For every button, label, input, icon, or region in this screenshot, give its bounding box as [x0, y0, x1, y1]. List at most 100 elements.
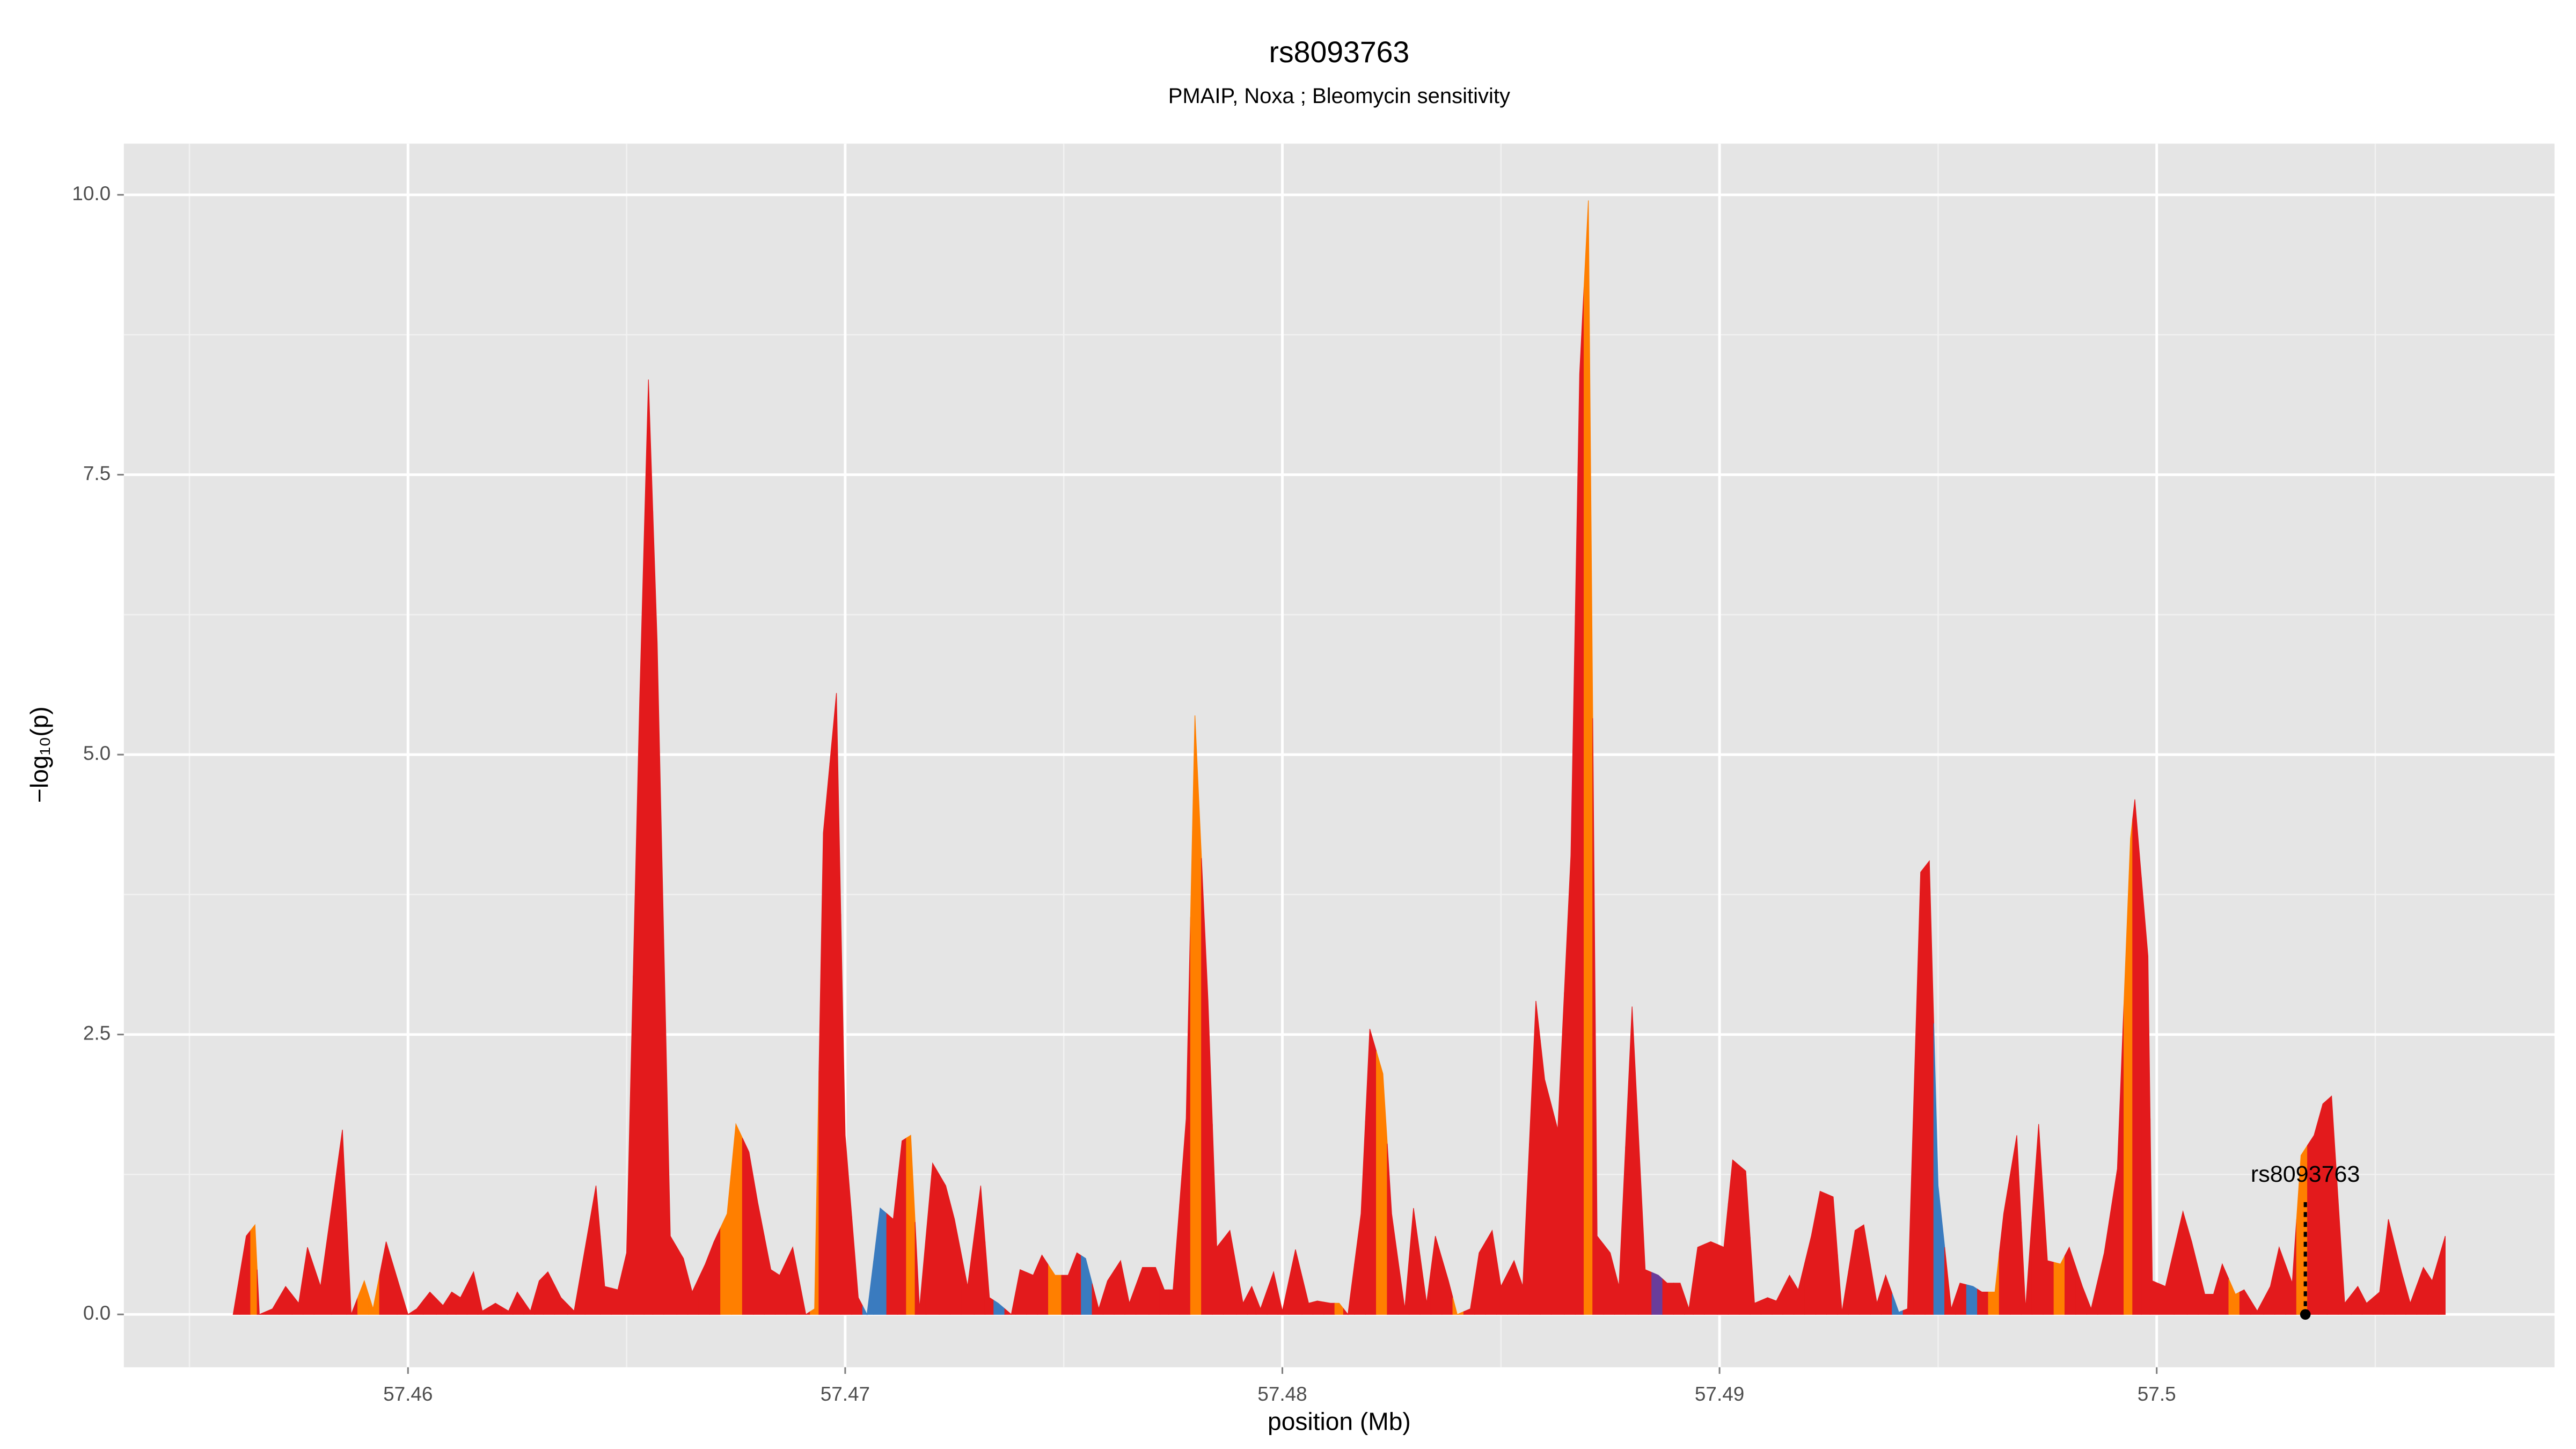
area-segment	[1334, 1302, 1344, 1315]
area-segment	[1804, 1213, 1816, 1315]
area-segment	[2158, 1249, 2175, 1315]
area-segment	[1037, 1254, 1049, 1315]
area-segment	[1289, 1249, 1302, 1315]
area-segment	[1135, 1267, 1150, 1315]
area-segment	[764, 1236, 776, 1315]
area-segment	[1376, 1051, 1388, 1315]
area-segment	[2228, 1279, 2241, 1315]
area-segment	[1913, 865, 1926, 1315]
chart-subtitle: PMAIP, Noxa ; Bleomycin sensitivity	[1168, 84, 1510, 108]
area-segment	[2318, 1099, 2328, 1315]
area-segment	[1409, 1208, 1421, 1315]
area-segment	[643, 379, 654, 1315]
area-segment	[1782, 1274, 1795, 1315]
area-segment	[742, 1138, 754, 1315]
area-segment	[2208, 1279, 2219, 1315]
area-segment	[423, 1291, 437, 1315]
area-segment	[1793, 1263, 1805, 1315]
area-segment	[2075, 1267, 2087, 1315]
area-segment	[2250, 1298, 2264, 1315]
area-segment	[543, 1271, 555, 1315]
area-segment	[1717, 1203, 1729, 1315]
area-segment	[993, 1300, 1005, 1315]
area-segment	[914, 1222, 927, 1315]
area-segment	[1387, 1144, 1399, 1315]
area-segment	[1988, 1253, 2000, 1315]
y-tick-label: 2.5	[83, 1022, 111, 1044]
area-segment	[1892, 1293, 1904, 1315]
x-tick-label: 57.47	[821, 1383, 870, 1405]
area-segment	[2097, 1211, 2111, 1315]
area-segment	[1739, 1165, 1751, 1315]
area-segment	[753, 1177, 765, 1315]
area-segment	[1419, 1255, 1432, 1315]
area-segment	[1859, 1224, 1871, 1315]
area-segment	[1638, 1138, 1652, 1315]
area-segment	[2416, 1267, 2428, 1315]
area-segment	[1728, 1159, 1740, 1315]
area-segment	[1441, 1258, 1453, 1315]
area-segment	[1148, 1267, 1161, 1315]
y-tick-label: 7.5	[83, 462, 111, 484]
area-segment	[1583, 200, 1593, 1315]
area-segment	[1048, 1264, 1062, 1315]
area-segment	[436, 1297, 448, 1315]
area-segment	[1955, 1283, 1967, 1315]
area-segment	[676, 1246, 689, 1315]
y-tick-label: 0.0	[83, 1302, 111, 1324]
area-segment	[862, 1261, 874, 1316]
area-segment	[873, 1207, 887, 1315]
area-segment	[799, 1280, 811, 1315]
area-segment	[239, 1229, 251, 1315]
x-axis-label: position (Mb)	[1268, 1407, 1411, 1435]
y-axis-label: −log₁₀(p)	[25, 706, 53, 803]
area-segment	[1277, 1280, 1290, 1315]
area-segment	[1179, 917, 1191, 1315]
area-segment	[1061, 1264, 1073, 1315]
area-segment	[2239, 1289, 2251, 1315]
area-segment	[600, 1236, 612, 1315]
area-segment	[1255, 1290, 1268, 1315]
area-segment	[652, 511, 664, 1315]
area-segment	[466, 1271, 479, 1315]
area-segment	[554, 1284, 568, 1315]
area-segment	[786, 1246, 800, 1315]
area-segment	[2361, 1294, 2374, 1315]
area-segment	[1684, 1278, 1694, 1315]
area-segment	[1496, 1258, 1508, 1315]
area-segment	[447, 1291, 457, 1315]
area-segment	[1550, 992, 1565, 1315]
area-segment	[257, 1269, 267, 1315]
area-segment	[2326, 1095, 2339, 1315]
area-segment	[1662, 1278, 1674, 1315]
area-segment	[663, 939, 677, 1315]
area-segment	[368, 1275, 380, 1315]
area-segment	[1072, 1252, 1082, 1315]
annotation-point	[2300, 1309, 2311, 1320]
area-segment	[2383, 1219, 2396, 1315]
area-segment	[818, 763, 830, 1315]
area-segment	[1540, 1040, 1552, 1315]
area-segment	[1081, 1255, 1093, 1315]
area-segment	[501, 1301, 514, 1315]
area-segment	[331, 1129, 347, 1315]
area-segment	[1651, 1272, 1663, 1315]
area-segment	[1212, 1124, 1224, 1315]
area-segment	[2351, 1285, 2363, 1315]
area-segment	[1575, 287, 1585, 1315]
x-tick-label: 57.5	[2138, 1383, 2176, 1405]
area-segment	[984, 1241, 994, 1315]
area-segment	[810, 1071, 819, 1315]
area-segment	[2307, 1119, 2319, 1315]
area-segment	[1102, 1269, 1115, 1315]
area-segment	[1614, 1146, 1626, 1315]
area-segment	[2395, 1245, 2406, 1315]
area-segment	[1474, 1240, 1486, 1315]
area-segment	[2338, 1199, 2352, 1315]
area-segment	[2198, 1268, 2210, 1315]
area-segment	[2010, 1135, 2022, 1315]
area-segment	[1848, 1227, 1860, 1315]
area-segment	[1564, 614, 1576, 1315]
area-segment	[1236, 1267, 1248, 1315]
area-segment	[1507, 1260, 1519, 1315]
